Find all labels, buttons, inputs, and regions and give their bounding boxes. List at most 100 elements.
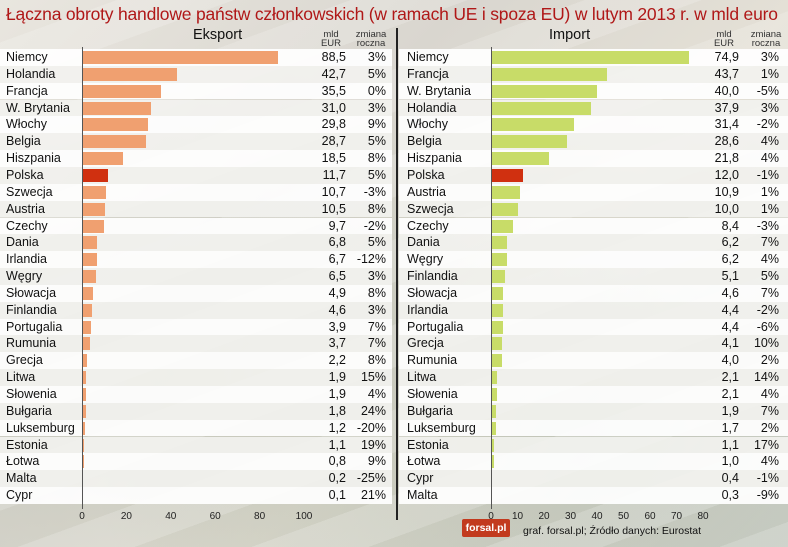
import-bar (491, 118, 575, 132)
import-row: Estonia 1,1 17% (399, 436, 788, 454)
import-country-label: Irlandia (407, 302, 448, 317)
import-change-label: 1% (760, 66, 779, 81)
import-row: Luksemburg 1,7 2% (399, 419, 788, 437)
export-change-label: 19% (360, 437, 386, 452)
import-value-label: 10,0 (714, 201, 739, 216)
import-country-label: Austria (407, 184, 446, 199)
import-value-label: 1,0 (721, 454, 739, 469)
import-row: Łotwa 1,0 4% (399, 453, 788, 471)
import-country-label: Holandia (407, 100, 457, 115)
export-change-label: 9% (367, 454, 386, 469)
export-row: Estonia 1,1 19% (0, 436, 392, 454)
import-row: W. Brytania 40,0 -5% (399, 82, 788, 100)
import-value-label: 31,4 (714, 117, 739, 132)
import-bar (491, 236, 508, 250)
import-row: Szwecja 10,0 1% (399, 200, 788, 218)
import-bar (491, 168, 523, 182)
import-value-label: 4,1 (721, 336, 739, 351)
export-country-label: Łotwa (6, 454, 40, 469)
export-country-label: Węgry (6, 269, 43, 284)
import-bar (491, 320, 503, 334)
export-value-label: 28,7 (321, 134, 346, 149)
export-change-label: 0% (367, 83, 386, 98)
import-row: Polska 12,0 -1% (399, 166, 788, 184)
import-value-label: 10,9 (714, 184, 739, 199)
export-country-label: Austria (6, 201, 45, 216)
import-row: Malta 0,3 -9% (399, 487, 788, 504)
import-value-label: 37,9 (714, 100, 739, 115)
import-value-label: 1,7 (721, 420, 739, 435)
import-country-label: Finlandia (407, 269, 458, 284)
export-row: Dania 6,8 5% (0, 234, 392, 252)
export-value-label: 18,5 (321, 151, 346, 166)
export-change-label: 8% (367, 285, 386, 300)
import-change-label: 4% (760, 134, 779, 149)
export-change-label: 5% (367, 134, 386, 149)
export-change-label: 5% (367, 167, 386, 182)
import-bar (491, 51, 690, 64)
export-bar (82, 421, 85, 435)
export-change-label: 3% (367, 269, 386, 284)
import-x-tick-label: 40 (591, 511, 603, 522)
export-bar (82, 135, 146, 149)
import-change-label: 2% (760, 353, 779, 368)
import-bar (491, 303, 503, 317)
export-value-label: 3,9 (328, 319, 346, 334)
forsal-logo: forsal.pl (462, 519, 510, 537)
import-row: Włochy 31,4 -2% (399, 116, 788, 134)
import-bar (491, 421, 496, 435)
import-change-label: -1% (756, 167, 779, 182)
import-value-label: 43,7 (714, 66, 739, 81)
export-y-axis (82, 47, 83, 509)
import-value-label: 6,2 (721, 235, 739, 250)
import-value-label: 8,4 (721, 218, 739, 233)
import-country-label: Słowacja (407, 285, 458, 300)
export-bar (82, 270, 97, 284)
import-value-label: 2,1 (721, 387, 739, 401)
import-bar (491, 371, 497, 385)
import-country-label: Luksemburg (407, 420, 476, 435)
import-row: Słowenia 2,1 4% (399, 386, 788, 403)
export-bar (82, 101, 151, 115)
export-country-label: Francja (6, 83, 48, 98)
export-value-header: mld EUR (320, 29, 342, 49)
export-country-label: Rumunia (6, 336, 57, 351)
import-row: Finlandia 5,1 5% (399, 268, 788, 285)
export-change-label: 9% (367, 117, 386, 132)
export-row: Szwecja 10,7 -3% (0, 183, 392, 201)
import-change-label: 3% (760, 100, 779, 115)
export-row: Irlandia 6,7 -12% (0, 251, 392, 268)
import-bar (491, 67, 607, 81)
import-change-label: 14% (753, 370, 779, 385)
export-country-label: Włochy (6, 117, 47, 132)
export-change-label: 8% (367, 201, 386, 216)
import-row: Niemcy 74,9 3% (399, 49, 788, 66)
export-bar (82, 84, 161, 98)
export-country-label: Malta (6, 471, 37, 486)
import-bar (491, 135, 567, 149)
export-country-label: Szwecja (6, 184, 53, 199)
export-row: Słowenia 1,9 4% (0, 386, 392, 403)
import-value-label: 1,9 (721, 403, 739, 418)
export-country-label: Irlandia (6, 252, 47, 267)
export-change-header: zmiana roczna (355, 29, 387, 49)
import-panel-title: Import (549, 27, 591, 43)
export-value-label: 10,7 (321, 184, 346, 199)
export-value-label: 2,2 (328, 353, 346, 368)
import-change-label: -2% (756, 117, 779, 132)
export-change-label: -3% (363, 184, 386, 199)
import-change-label: 1% (760, 201, 779, 216)
import-country-label: Bułgaria (407, 403, 453, 418)
export-bar (82, 253, 97, 267)
export-change-label: -12% (356, 252, 386, 267)
import-row: Holandia 37,9 3% (399, 99, 788, 117)
export-country-label: Polska (6, 167, 44, 182)
export-row: Polska 11,7 5% (0, 166, 392, 184)
export-x-tick-label: 80 (254, 511, 266, 522)
export-change-label: -2% (363, 218, 386, 233)
export-row: Czechy 9,7 -2% (0, 217, 392, 235)
import-value-label: 28,6 (714, 134, 739, 149)
export-x-tick-label: 20 (120, 511, 132, 522)
export-bar (82, 438, 85, 452)
import-x-tick-label: 70 (670, 511, 683, 522)
